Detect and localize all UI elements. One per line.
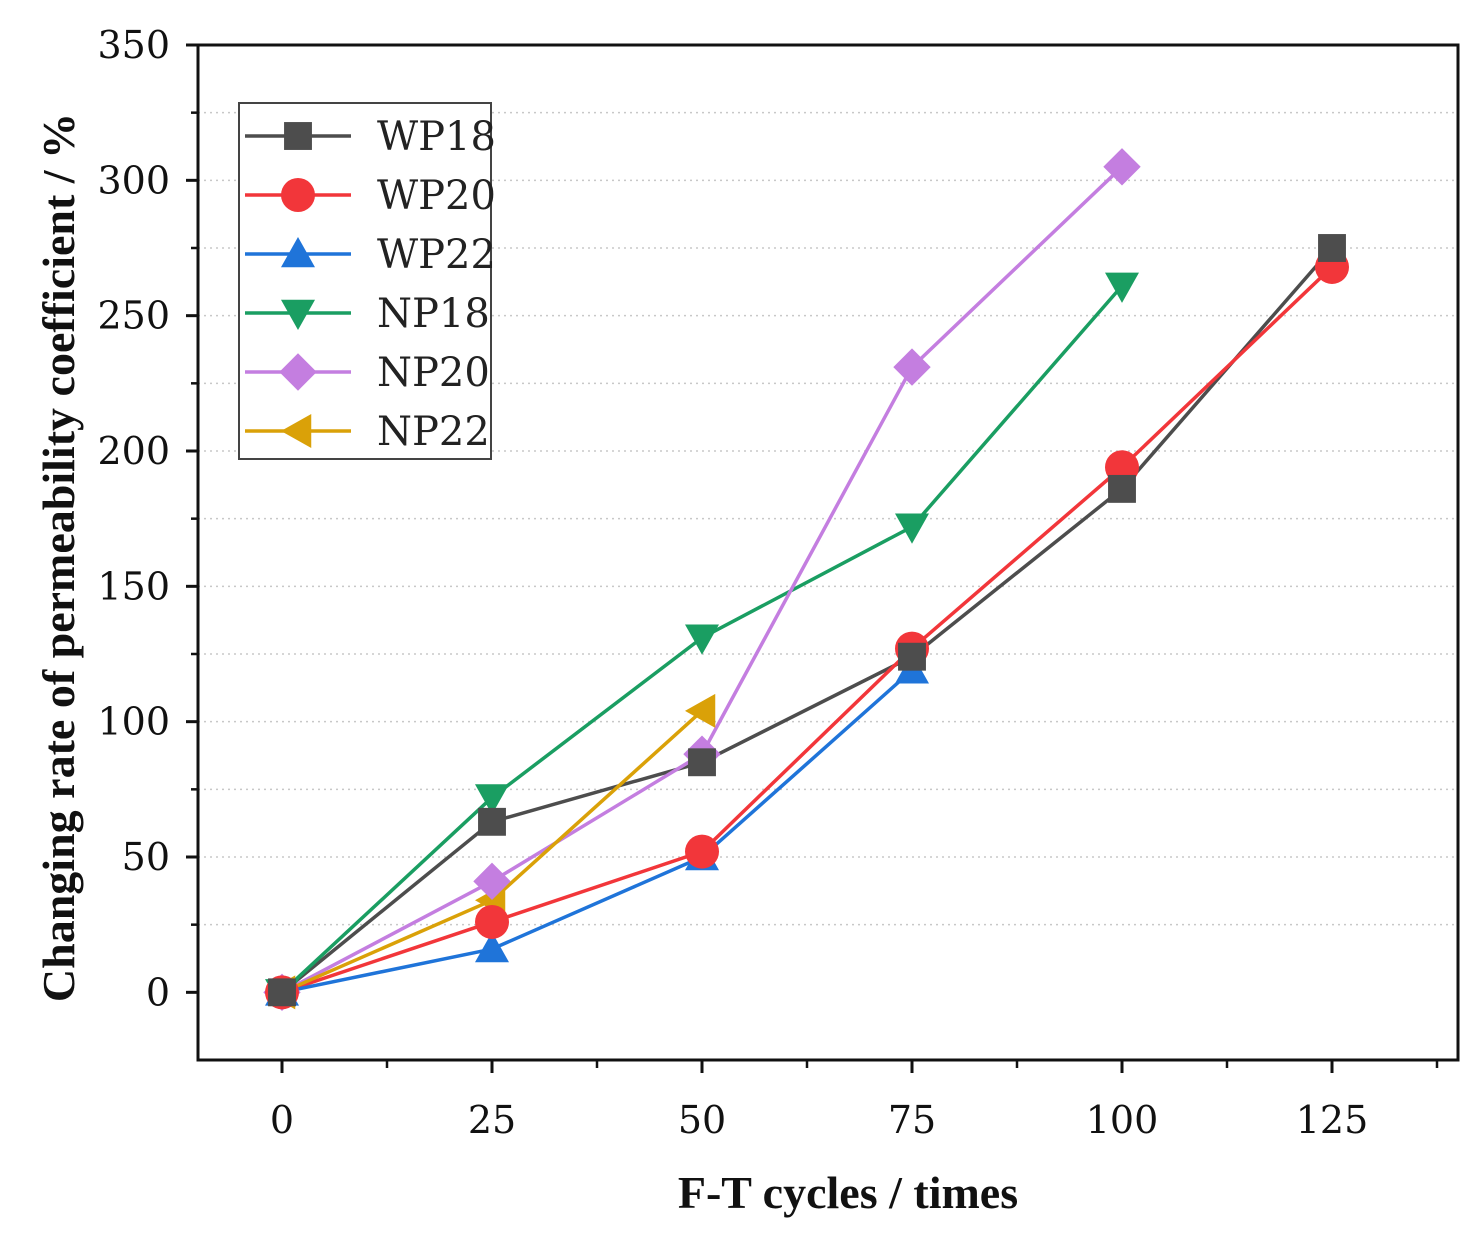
data-point-wp18 bbox=[478, 807, 506, 836]
axis-ticks: 0 50 100 150 200 250 300 350 0 25 50 75 100 125 bbox=[97, 23, 1439, 1142]
data-point-wp20 bbox=[475, 904, 509, 939]
series-line-wp20 bbox=[281, 265, 1334, 994]
data-point-wp22 bbox=[475, 932, 509, 963]
x-tick-label: 75 bbox=[888, 1098, 936, 1142]
legend-entry-wp18: WP18 bbox=[245, 114, 496, 160]
series-line-wp18 bbox=[280, 246, 1334, 994]
legend-entry-wp22: WP22 bbox=[245, 232, 496, 278]
x-tick-label: 25 bbox=[468, 1098, 516, 1142]
legend-label: WP22 bbox=[377, 232, 496, 278]
data-point-wp18 bbox=[1108, 474, 1136, 503]
x-tick-label: 0 bbox=[270, 1098, 294, 1142]
legend-marker bbox=[281, 299, 315, 330]
x-axis-title: F-T cycles / times bbox=[678, 1167, 1018, 1218]
data-point-wp18 bbox=[1318, 234, 1346, 262]
legend-label: NP20 bbox=[377, 350, 490, 396]
data-point-np18 bbox=[1105, 272, 1139, 303]
y-tick-label: 300 bbox=[97, 158, 170, 202]
legend-label: NP22 bbox=[377, 409, 490, 455]
y-axis-title: Changing rate of permeability coefficien… bbox=[33, 113, 84, 1002]
y-tick-label: 350 bbox=[97, 23, 170, 67]
series-line-wp22 bbox=[281, 668, 914, 995]
y-tick-label: 50 bbox=[122, 835, 170, 879]
plot-frame bbox=[196, 43, 1460, 1062]
legend-marker bbox=[284, 122, 312, 150]
y-tick-label: 100 bbox=[97, 700, 170, 744]
data-point-np22 bbox=[685, 693, 716, 728]
legend-label: WP20 bbox=[377, 173, 496, 219]
y-tick-label: 150 bbox=[97, 564, 170, 608]
series-group bbox=[263, 148, 1349, 1012]
series-points-wp22 bbox=[265, 653, 929, 1006]
data-point-wp18 bbox=[688, 748, 716, 777]
legend-marker bbox=[279, 353, 317, 391]
legend-label: WP18 bbox=[377, 114, 496, 160]
data-point-wp18 bbox=[898, 642, 926, 671]
y-tick-label: 200 bbox=[97, 429, 170, 473]
legend-box bbox=[238, 102, 492, 460]
data-point-np20 bbox=[893, 348, 931, 386]
data-point-wp18 bbox=[268, 978, 296, 1007]
legend-entry-np18: NP18 bbox=[245, 291, 490, 337]
data-point-np18 bbox=[895, 513, 929, 544]
legend-marker bbox=[281, 237, 315, 268]
legend-entry-np20: NP20 bbox=[245, 350, 490, 396]
legend-marker bbox=[281, 178, 315, 212]
legend-label: NP18 bbox=[377, 291, 490, 337]
legend-marker bbox=[281, 414, 312, 448]
data-point-np20 bbox=[473, 862, 511, 901]
legend-entry-wp20: WP20 bbox=[245, 173, 496, 219]
data-point-np20 bbox=[1103, 148, 1141, 186]
data-point-np18 bbox=[685, 624, 719, 655]
y-tick-label: 250 bbox=[97, 294, 170, 338]
data-point-np18 bbox=[475, 784, 509, 815]
data-point-wp20 bbox=[685, 834, 719, 869]
x-tick-label: 125 bbox=[1296, 1098, 1369, 1142]
series-markers bbox=[263, 148, 1349, 1012]
x-tick-label: 100 bbox=[1086, 1098, 1159, 1142]
y-tick-label: 0 bbox=[146, 970, 170, 1014]
legend-entry-np22: NP22 bbox=[245, 409, 490, 455]
series-points-wp18 bbox=[268, 234, 1346, 1007]
legend: WP18 WP20 WP22 NP18 NP20 NP22 bbox=[238, 102, 496, 460]
x-tick-label: 50 bbox=[678, 1098, 726, 1142]
